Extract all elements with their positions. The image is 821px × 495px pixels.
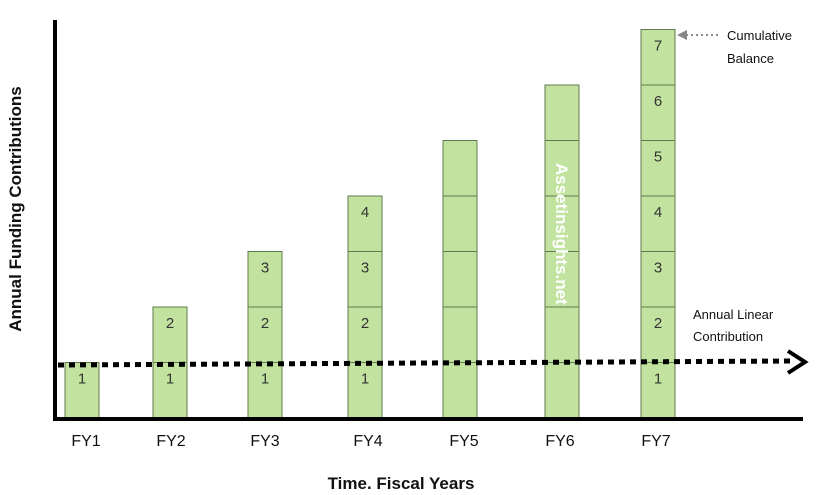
block-fy5-1 [442, 362, 478, 419]
block-fy4-3 [347, 251, 383, 308]
fiscal-year-label-fy6: FY6 [545, 433, 574, 450]
block-fy4-2 [347, 306, 383, 363]
block-fy7-2 [640, 306, 676, 363]
fiscal-year-label-fy4: FY4 [353, 433, 382, 450]
block-fy5-3 [442, 251, 478, 308]
block-label-fy7-7: 7 [654, 38, 662, 55]
block-label-fy3-2: 2 [261, 315, 269, 332]
block-label-fy4-2: 2 [361, 315, 369, 332]
block-label-fy4-3: 3 [361, 260, 369, 277]
fiscal-year-label-fy1: FY1 [71, 433, 100, 450]
watermark-text: Assetinsights.net [552, 163, 571, 305]
fiscal-year-label-fy5: FY5 [449, 433, 478, 450]
x-axis-title: Time. Fiscal Years [328, 474, 475, 490]
block-fy6-6 [544, 84, 580, 141]
block-fy7-4 [640, 195, 676, 252]
block-label-fy1-1: 1 [78, 371, 86, 388]
block-fy4-4 [347, 195, 383, 252]
fiscal-year-labels: FY1 FY2 FY3 FY4 FY5 FY6 FY7 [71, 433, 670, 450]
block-label-fy7-1: 1 [654, 371, 662, 388]
block-fy7-7 [640, 29, 676, 86]
block-fy7-5 [640, 140, 676, 197]
block-fy6-4 [544, 195, 580, 252]
block-fy3-3 [247, 251, 283, 308]
block-label-fy7-3: 3 [654, 260, 662, 277]
y-axis-title: Annual Funding Contributions [6, 86, 25, 332]
block-fy2-1 [152, 362, 188, 419]
block-fy7-3 [640, 251, 676, 308]
block-fy3-1 [247, 362, 283, 419]
fiscal-year-label-fy2: FY2 [156, 433, 185, 450]
block-label-fy4-4: 4 [361, 204, 369, 221]
cumulative-pointer-arrowhead [677, 30, 687, 40]
block-fy3-2 [247, 306, 283, 363]
block-label-fy7-2: 2 [654, 315, 662, 332]
block-label-fy7-6: 6 [654, 93, 662, 110]
cumulative-label-line2: Balance [727, 51, 774, 66]
annual-linear-label-line2: Contribution [693, 329, 763, 344]
block-fy5-4 [442, 195, 478, 252]
block-fy6-1 [544, 362, 580, 419]
fiscal-year-label-fy7: FY7 [641, 433, 670, 450]
block-label-fy7-5: 5 [654, 149, 662, 166]
annual-linear-line [57, 358, 793, 368]
block-fy5-5 [442, 140, 478, 197]
block-fy6-3 [544, 251, 580, 308]
annual-linear-arrowhead [786, 349, 809, 375]
block-label-fy3-3: 3 [261, 260, 269, 277]
block-label-fy3-1: 1 [261, 371, 269, 388]
block-fy6-2 [544, 306, 580, 363]
block-fy6-5 [544, 140, 580, 197]
bars-group: 1 1 2 1 2 3 1 2 3 4 1 2 3 4 5 6 7 [64, 29, 676, 419]
block-label-fy7-4: 4 [654, 204, 662, 221]
block-label-fy2-2: 2 [166, 315, 174, 332]
block-label-fy2-1: 1 [166, 371, 174, 388]
cumulative-label-line1: Cumulative [727, 28, 792, 43]
block-fy5-2 [442, 306, 478, 363]
block-fy7-6 [640, 84, 676, 141]
fiscal-year-label-fy3: FY3 [250, 433, 279, 450]
block-label-fy4-1: 1 [361, 371, 369, 388]
block-fy1-1 [64, 362, 100, 419]
annual-linear-label-line1: Annual Linear [693, 307, 774, 322]
